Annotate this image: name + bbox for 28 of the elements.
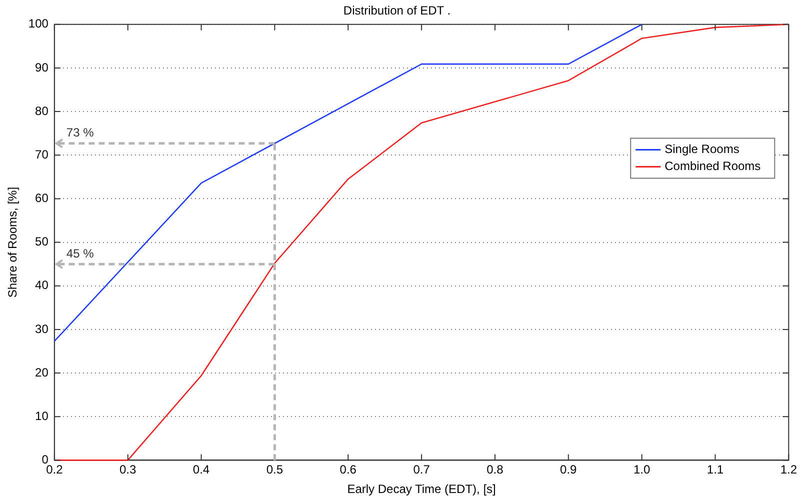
y-tick-label: 60 — [35, 191, 49, 206]
x-tick-label: 0.8 — [486, 462, 504, 477]
x-tick-label: 0.2 — [46, 462, 64, 477]
x-tick-label: 0.9 — [560, 462, 578, 477]
x-tick-label: 1.2 — [780, 462, 798, 477]
x-tick-label: 0.7 — [413, 462, 430, 477]
y-tick-label: 40 — [35, 278, 49, 292]
y-tick-label: 30 — [35, 322, 49, 336]
legend-label: Single Rooms — [664, 142, 740, 156]
x-tick-label: 0.6 — [340, 462, 357, 477]
y-tick-label: 100 — [28, 16, 49, 31]
y-tick-label: 50 — [35, 234, 49, 249]
x-tick-label: 0.4 — [192, 462, 210, 477]
y-axis-title: Share of Rooms, [%] — [6, 186, 20, 298]
x-axis-title: Early Decay Time (EDT), [s] — [347, 482, 496, 496]
y-tick-label: 70 — [35, 147, 49, 162]
y-tick-label: 10 — [35, 408, 49, 423]
x-tick-label: 0.5 — [266, 462, 284, 477]
y-tick-label: 20 — [35, 365, 49, 380]
chart-title: Distribution of EDT . — [343, 4, 451, 18]
x-tick-label: 1.0 — [633, 462, 650, 477]
ref-line-label: 45 % — [66, 246, 94, 260]
x-tick-label: 0.3 — [120, 462, 137, 477]
legend-label: Combined Rooms — [664, 159, 761, 174]
y-tick-label: 90 — [35, 60, 49, 74]
x-tick-label: 1.1 — [706, 462, 724, 477]
y-tick-label: 80 — [35, 104, 49, 118]
ref-line-label: 73 % — [66, 126, 94, 140]
